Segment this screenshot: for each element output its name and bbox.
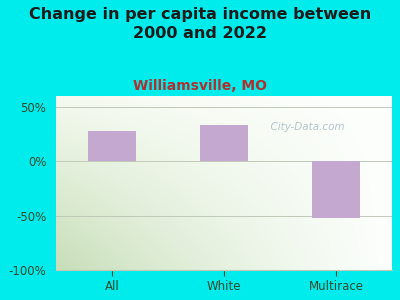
Bar bbox=[200, 125, 248, 161]
Text: City-Data.com: City-Data.com bbox=[264, 122, 345, 132]
Text: Change in per capita income between
2000 and 2022: Change in per capita income between 2000… bbox=[29, 8, 371, 41]
Bar bbox=[312, 161, 360, 218]
Bar bbox=[88, 131, 136, 161]
Text: Williamsville, MO: Williamsville, MO bbox=[133, 80, 267, 94]
